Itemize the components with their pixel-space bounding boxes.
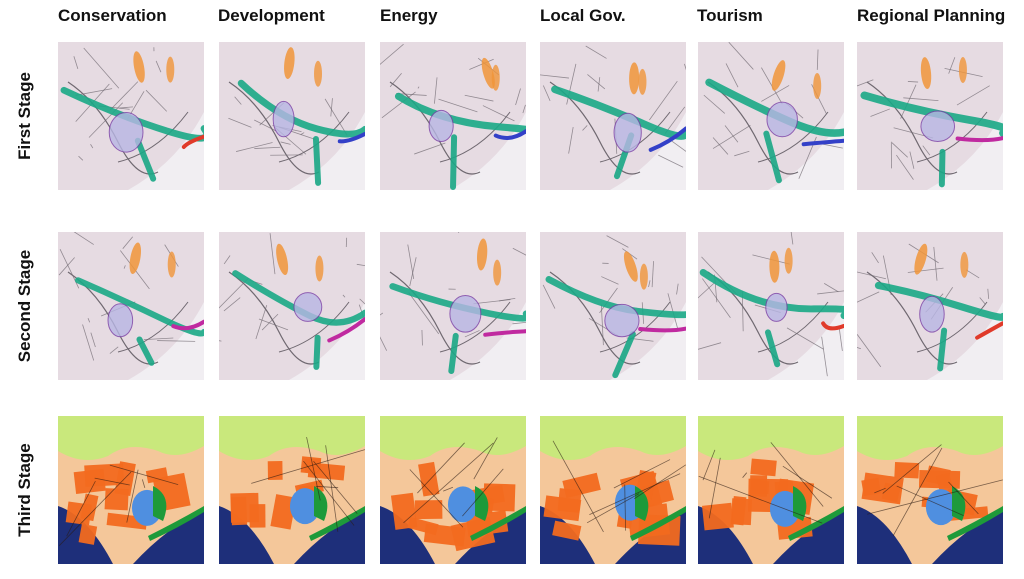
row-header-first-stage: First Stage bbox=[6, 42, 44, 190]
map-tile-second-stage-energy bbox=[380, 232, 526, 380]
column-header-tourism: Tourism bbox=[697, 6, 763, 25]
column-header-conservation: Conservation bbox=[58, 6, 167, 25]
row-header-third-stage: Third Stage bbox=[6, 415, 44, 565]
map-tile-third-stage-conservation bbox=[58, 416, 204, 564]
row-header-second-stage: Second Stage bbox=[6, 232, 44, 380]
map-tile-second-stage-regional-planning bbox=[857, 232, 1003, 380]
map-tile-third-stage-tourism bbox=[698, 416, 844, 564]
map-tile-second-stage-conservation bbox=[58, 232, 204, 380]
column-header-local-gov: Local Gov. bbox=[540, 6, 626, 25]
column-header-regional-planning: Regional Planning bbox=[857, 6, 1006, 25]
map-tile-second-stage-local-gov bbox=[540, 232, 686, 380]
column-header-energy: Energy bbox=[380, 6, 438, 25]
map-tile-first-stage-conservation bbox=[58, 42, 204, 190]
map-tile-first-stage-tourism bbox=[698, 42, 844, 190]
column-header-development: Development bbox=[218, 6, 325, 25]
map-tile-third-stage-regional-planning bbox=[857, 416, 1003, 564]
map-tile-first-stage-local-gov bbox=[540, 42, 686, 190]
map-tile-first-stage-energy bbox=[380, 42, 526, 190]
row-header-second-stage-label: Second Stage bbox=[15, 249, 35, 363]
map-tile-third-stage-energy bbox=[380, 416, 526, 564]
map-tile-second-stage-development bbox=[219, 232, 365, 380]
map-tile-third-stage-local-gov bbox=[540, 416, 686, 564]
map-tile-second-stage-tourism bbox=[698, 232, 844, 380]
map-tile-third-stage-development bbox=[219, 416, 365, 564]
row-header-first-stage-label: First Stage bbox=[15, 72, 35, 160]
map-tile-first-stage-development bbox=[219, 42, 365, 190]
row-header-third-stage-label: Third Stage bbox=[15, 443, 35, 537]
map-tile-first-stage-regional-planning bbox=[857, 42, 1003, 190]
